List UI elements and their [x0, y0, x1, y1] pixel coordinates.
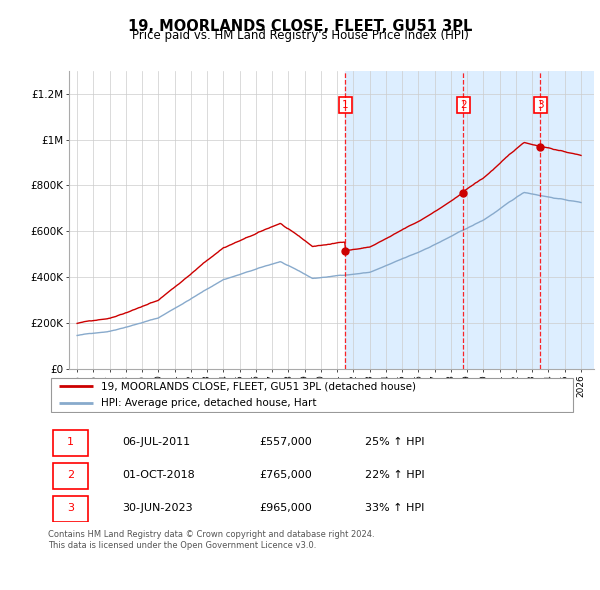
Text: 3: 3	[67, 503, 74, 513]
Text: 25% ↑ HPI: 25% ↑ HPI	[365, 437, 424, 447]
Text: £557,000: £557,000	[259, 437, 312, 447]
Bar	[346, 71, 540, 369]
Text: HPI: Average price, detached house, Hart: HPI: Average price, detached house, Hart	[101, 398, 316, 408]
FancyBboxPatch shape	[53, 463, 88, 489]
Text: 3: 3	[537, 100, 544, 110]
Text: Price paid vs. HM Land Registry's House Price Index (HPI): Price paid vs. HM Land Registry's House …	[131, 30, 469, 42]
Text: 2: 2	[67, 470, 74, 480]
Text: This data is licensed under the Open Government Licence v3.0.: This data is licensed under the Open Gov…	[48, 540, 316, 549]
Bar	[540, 71, 594, 369]
Text: 30-JUN-2023: 30-JUN-2023	[122, 503, 193, 513]
Text: £765,000: £765,000	[259, 470, 312, 480]
FancyBboxPatch shape	[50, 378, 574, 412]
Text: £965,000: £965,000	[259, 503, 312, 513]
Text: 22% ↑ HPI: 22% ↑ HPI	[365, 470, 424, 480]
Text: 06-JUL-2011: 06-JUL-2011	[122, 437, 190, 447]
Text: 1: 1	[67, 437, 74, 447]
FancyBboxPatch shape	[53, 430, 88, 456]
FancyBboxPatch shape	[53, 496, 88, 522]
Text: 1: 1	[342, 100, 349, 110]
Text: 01-OCT-2018: 01-OCT-2018	[122, 470, 194, 480]
Text: 33% ↑ HPI: 33% ↑ HPI	[365, 503, 424, 513]
Text: Contains HM Land Registry data © Crown copyright and database right 2024.: Contains HM Land Registry data © Crown c…	[48, 530, 374, 539]
Text: 2: 2	[460, 100, 466, 110]
Text: 19, MOORLANDS CLOSE, FLEET, GU51 3PL (detached house): 19, MOORLANDS CLOSE, FLEET, GU51 3PL (de…	[101, 381, 416, 391]
Text: 19, MOORLANDS CLOSE, FLEET, GU51 3PL: 19, MOORLANDS CLOSE, FLEET, GU51 3PL	[128, 19, 472, 34]
